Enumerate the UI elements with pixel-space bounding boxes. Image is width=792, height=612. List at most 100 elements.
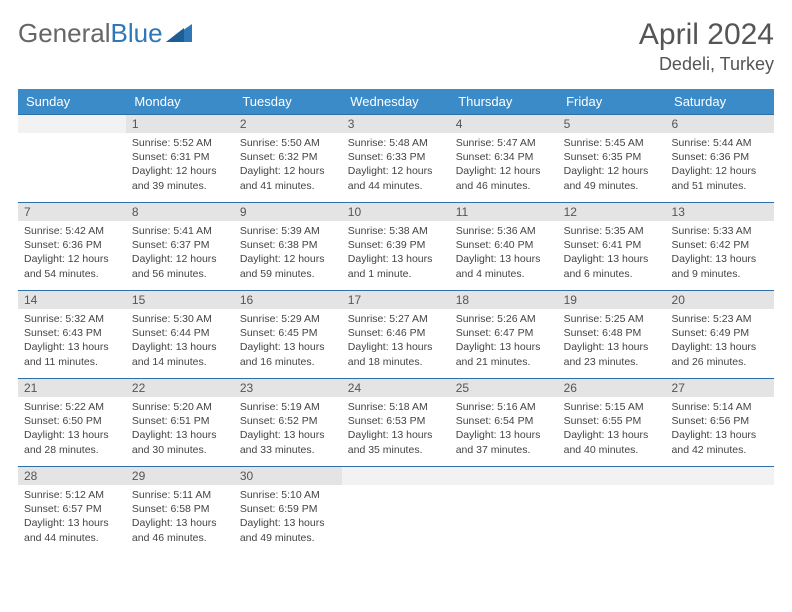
day-header: Thursday [450, 89, 558, 114]
calendar-cell: 21Sunrise: 5:22 AMSunset: 6:50 PMDayligh… [18, 378, 126, 466]
day-info: Sunrise: 5:45 AMSunset: 6:35 PMDaylight:… [558, 133, 666, 197]
day-number: 14 [18, 290, 126, 309]
day-number: 27 [666, 378, 774, 397]
day-number: 10 [342, 202, 450, 221]
brand-logo: GeneralBlue [18, 18, 192, 49]
calendar-cell: 26Sunrise: 5:15 AMSunset: 6:55 PMDayligh… [558, 378, 666, 466]
calendar-cell: 14Sunrise: 5:32 AMSunset: 6:43 PMDayligh… [18, 290, 126, 378]
calendar-cell: 5Sunrise: 5:45 AMSunset: 6:35 PMDaylight… [558, 114, 666, 202]
day-number: 9 [234, 202, 342, 221]
calendar-cell: 8Sunrise: 5:41 AMSunset: 6:37 PMDaylight… [126, 202, 234, 290]
day-number: 23 [234, 378, 342, 397]
day-number-trailing [666, 466, 774, 485]
calendar-week: 7Sunrise: 5:42 AMSunset: 6:36 PMDaylight… [18, 202, 774, 290]
day-info: Sunrise: 5:15 AMSunset: 6:55 PMDaylight:… [558, 397, 666, 461]
day-info: Sunrise: 5:42 AMSunset: 6:36 PMDaylight:… [18, 221, 126, 285]
day-number: 19 [558, 290, 666, 309]
day-info: Sunrise: 5:27 AMSunset: 6:46 PMDaylight:… [342, 309, 450, 373]
day-header: Friday [558, 89, 666, 114]
day-info: Sunrise: 5:48 AMSunset: 6:33 PMDaylight:… [342, 133, 450, 197]
day-number: 18 [450, 290, 558, 309]
day-number: 26 [558, 378, 666, 397]
day-info: Sunrise: 5:16 AMSunset: 6:54 PMDaylight:… [450, 397, 558, 461]
day-number-trailing [342, 466, 450, 485]
calendar-body: 1Sunrise: 5:52 AMSunset: 6:31 PMDaylight… [18, 114, 774, 554]
calendar-week: 21Sunrise: 5:22 AMSunset: 6:50 PMDayligh… [18, 378, 774, 466]
day-number: 28 [18, 466, 126, 485]
calendar-week: 28Sunrise: 5:12 AMSunset: 6:57 PMDayligh… [18, 466, 774, 554]
day-info: Sunrise: 5:44 AMSunset: 6:36 PMDaylight:… [666, 133, 774, 197]
day-info: Sunrise: 5:32 AMSunset: 6:43 PMDaylight:… [18, 309, 126, 373]
day-number: 4 [450, 114, 558, 133]
calendar-cell: 2Sunrise: 5:50 AMSunset: 6:32 PMDaylight… [234, 114, 342, 202]
calendar-cell: 6Sunrise: 5:44 AMSunset: 6:36 PMDaylight… [666, 114, 774, 202]
header: GeneralBlue April 2024 Dedeli, Turkey [18, 18, 774, 75]
day-info: Sunrise: 5:50 AMSunset: 6:32 PMDaylight:… [234, 133, 342, 197]
calendar-cell: 30Sunrise: 5:10 AMSunset: 6:59 PMDayligh… [234, 466, 342, 554]
calendar-cell: 11Sunrise: 5:36 AMSunset: 6:40 PMDayligh… [450, 202, 558, 290]
day-number: 17 [342, 290, 450, 309]
calendar-cell: 25Sunrise: 5:16 AMSunset: 6:54 PMDayligh… [450, 378, 558, 466]
day-number: 24 [342, 378, 450, 397]
day-number-trailing [558, 466, 666, 485]
month-title: April 2024 [639, 18, 774, 52]
day-number: 5 [558, 114, 666, 133]
day-info: Sunrise: 5:14 AMSunset: 6:56 PMDaylight:… [666, 397, 774, 461]
calendar-cell: 9Sunrise: 5:39 AMSunset: 6:38 PMDaylight… [234, 202, 342, 290]
day-number: 7 [18, 202, 126, 221]
day-info: Sunrise: 5:18 AMSunset: 6:53 PMDaylight:… [342, 397, 450, 461]
calendar-cell: 17Sunrise: 5:27 AMSunset: 6:46 PMDayligh… [342, 290, 450, 378]
logo-triangle-icon [166, 18, 192, 49]
day-number-empty [18, 114, 126, 133]
day-info: Sunrise: 5:20 AMSunset: 6:51 PMDaylight:… [126, 397, 234, 461]
day-info: Sunrise: 5:19 AMSunset: 6:52 PMDaylight:… [234, 397, 342, 461]
calendar-cell: 29Sunrise: 5:11 AMSunset: 6:58 PMDayligh… [126, 466, 234, 554]
day-header: Tuesday [234, 89, 342, 114]
calendar-cell: 7Sunrise: 5:42 AMSunset: 6:36 PMDaylight… [18, 202, 126, 290]
calendar-cell: 22Sunrise: 5:20 AMSunset: 6:51 PMDayligh… [126, 378, 234, 466]
day-info: Sunrise: 5:39 AMSunset: 6:38 PMDaylight:… [234, 221, 342, 285]
day-header: Sunday [18, 89, 126, 114]
calendar-cell: 18Sunrise: 5:26 AMSunset: 6:47 PMDayligh… [450, 290, 558, 378]
day-number: 6 [666, 114, 774, 133]
day-number: 20 [666, 290, 774, 309]
calendar-cell [450, 466, 558, 554]
calendar-cell [558, 466, 666, 554]
calendar-cell: 12Sunrise: 5:35 AMSunset: 6:41 PMDayligh… [558, 202, 666, 290]
brand-part1: General [18, 18, 111, 49]
day-info: Sunrise: 5:41 AMSunset: 6:37 PMDaylight:… [126, 221, 234, 285]
day-number: 3 [342, 114, 450, 133]
day-info: Sunrise: 5:11 AMSunset: 6:58 PMDaylight:… [126, 485, 234, 549]
calendar-cell: 23Sunrise: 5:19 AMSunset: 6:52 PMDayligh… [234, 378, 342, 466]
day-number: 16 [234, 290, 342, 309]
day-number: 21 [18, 378, 126, 397]
day-number: 2 [234, 114, 342, 133]
calendar-cell: 27Sunrise: 5:14 AMSunset: 6:56 PMDayligh… [666, 378, 774, 466]
day-number: 29 [126, 466, 234, 485]
day-number: 13 [666, 202, 774, 221]
day-info: Sunrise: 5:35 AMSunset: 6:41 PMDaylight:… [558, 221, 666, 285]
calendar-cell: 10Sunrise: 5:38 AMSunset: 6:39 PMDayligh… [342, 202, 450, 290]
day-info: Sunrise: 5:52 AMSunset: 6:31 PMDaylight:… [126, 133, 234, 197]
day-info: Sunrise: 5:26 AMSunset: 6:47 PMDaylight:… [450, 309, 558, 373]
day-info: Sunrise: 5:10 AMSunset: 6:59 PMDaylight:… [234, 485, 342, 549]
day-info: Sunrise: 5:25 AMSunset: 6:48 PMDaylight:… [558, 309, 666, 373]
day-header: Wednesday [342, 89, 450, 114]
day-header-row: SundayMondayTuesdayWednesdayThursdayFrid… [18, 89, 774, 114]
calendar-cell: 19Sunrise: 5:25 AMSunset: 6:48 PMDayligh… [558, 290, 666, 378]
day-info: Sunrise: 5:47 AMSunset: 6:34 PMDaylight:… [450, 133, 558, 197]
day-number: 12 [558, 202, 666, 221]
day-info: Sunrise: 5:36 AMSunset: 6:40 PMDaylight:… [450, 221, 558, 285]
day-number: 11 [450, 202, 558, 221]
day-number: 8 [126, 202, 234, 221]
location: Dedeli, Turkey [639, 54, 774, 75]
calendar-cell: 28Sunrise: 5:12 AMSunset: 6:57 PMDayligh… [18, 466, 126, 554]
calendar-cell: 3Sunrise: 5:48 AMSunset: 6:33 PMDaylight… [342, 114, 450, 202]
calendar-table: SundayMondayTuesdayWednesdayThursdayFrid… [18, 89, 774, 554]
calendar-cell: 1Sunrise: 5:52 AMSunset: 6:31 PMDaylight… [126, 114, 234, 202]
title-block: April 2024 Dedeli, Turkey [639, 18, 774, 75]
calendar-cell: 20Sunrise: 5:23 AMSunset: 6:49 PMDayligh… [666, 290, 774, 378]
day-info: Sunrise: 5:29 AMSunset: 6:45 PMDaylight:… [234, 309, 342, 373]
day-info: Sunrise: 5:38 AMSunset: 6:39 PMDaylight:… [342, 221, 450, 285]
calendar-week: 1Sunrise: 5:52 AMSunset: 6:31 PMDaylight… [18, 114, 774, 202]
